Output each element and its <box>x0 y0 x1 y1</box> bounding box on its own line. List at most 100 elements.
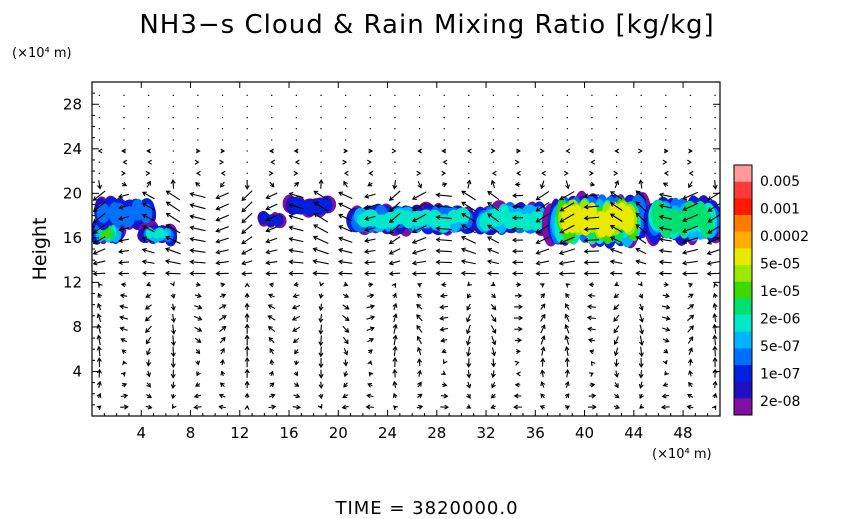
wind-arrow-head <box>711 405 717 411</box>
wind-arrow-head <box>665 304 671 310</box>
wind-arrow-head <box>637 281 643 287</box>
wind-arrow <box>366 406 375 408</box>
wind-arrow-head <box>388 207 394 213</box>
colorbar: 0.005 0.001 0.0002 5e-05 1e-05 2e-06 5e-07 1e-0… <box>733 164 809 416</box>
wind-arrow <box>440 316 449 320</box>
wind-arrow <box>142 248 155 254</box>
wind-arrow-head <box>592 404 597 410</box>
wind-arrow-head <box>288 214 294 220</box>
wind-dot <box>541 94 544 97</box>
wind-arrow-head <box>613 293 619 299</box>
wind-arrow-head <box>97 292 103 298</box>
wind-dot <box>443 128 445 130</box>
wind-dot <box>517 128 519 130</box>
wind-arrow-head <box>388 218 394 224</box>
wind-arrow <box>640 369 643 378</box>
wind-arrow <box>266 249 278 254</box>
wind-arrow-head <box>658 203 664 209</box>
wind-arrow <box>389 224 401 234</box>
wind-arrow-head <box>195 181 200 187</box>
wind-arrow <box>613 314 620 322</box>
wind-arrow <box>172 180 175 189</box>
wind-arrow-head <box>164 259 170 264</box>
wind-arrow <box>461 260 476 265</box>
wind-arrow-head <box>491 293 497 299</box>
wind-arrow-head <box>141 270 147 276</box>
wind-dot <box>221 128 224 130</box>
wind-arrow-head <box>215 249 221 255</box>
wind-arrow <box>241 224 253 234</box>
wind-arrow <box>268 406 276 409</box>
wind-arrow-head <box>318 352 324 358</box>
wind-dot <box>172 150 174 152</box>
wind-arrow-head <box>439 315 445 321</box>
wind-arrow-head <box>461 212 467 218</box>
wind-dot <box>468 139 470 141</box>
wind-arrow-head <box>388 250 394 255</box>
wind-arrow-head <box>338 213 344 219</box>
wind-arrow <box>166 201 181 212</box>
wind-arrow <box>659 238 672 242</box>
wind-arrow <box>614 336 619 345</box>
wind-arrow-head <box>364 227 370 232</box>
wind-arrow-head <box>165 235 171 241</box>
wind-arrow <box>683 260 698 264</box>
wind-dot <box>246 150 248 152</box>
wind-dot <box>320 150 322 152</box>
wind-arrow <box>120 305 128 309</box>
wind-arrow <box>320 180 322 189</box>
wind-arrow-head <box>193 404 199 410</box>
wind-arrow <box>584 194 600 197</box>
wind-dot <box>147 139 150 141</box>
wind-arrow <box>559 236 575 244</box>
wind-arrow-head <box>564 324 570 330</box>
wind-arrow <box>436 238 452 242</box>
x-tick-label: 12 <box>230 424 249 442</box>
wind-arrow-head <box>144 316 150 322</box>
wind-dot <box>147 116 150 119</box>
wind-arrow <box>266 214 278 221</box>
wind-arrow <box>241 236 253 245</box>
wind-arrow-head <box>511 215 517 221</box>
wind-dot <box>394 172 396 174</box>
wind-arrow-head <box>661 393 667 399</box>
wind-arrow-head <box>589 170 594 176</box>
wind-arrow <box>541 370 544 378</box>
wind-arrow-head <box>220 182 225 188</box>
wind-arrow-head <box>392 368 398 374</box>
wind-arrow-head <box>416 293 422 299</box>
wind-arrow <box>682 214 698 222</box>
wind-arrow-head <box>460 247 466 253</box>
wind-dot <box>443 105 445 108</box>
wind-arrow-head <box>511 248 517 254</box>
wind-arrow <box>118 204 130 209</box>
wind-arrow <box>440 327 448 331</box>
wind-arrow <box>461 248 476 255</box>
wind-arrow-head <box>92 250 98 255</box>
wind-dot <box>320 105 322 108</box>
wind-arrow-head <box>144 305 150 310</box>
wind-arrow-head <box>565 283 571 288</box>
wind-arrow-head <box>688 369 693 375</box>
wind-arrow <box>487 260 499 265</box>
wind-arrow-head <box>96 405 102 411</box>
wind-arrow <box>142 225 155 233</box>
wind-arrow-head <box>441 148 447 154</box>
wind-arrow-head <box>614 148 620 154</box>
wind-dot <box>320 139 322 141</box>
wind-arrow <box>219 304 227 310</box>
wind-arrow-head <box>244 282 250 288</box>
wind-arrow-head <box>490 281 496 286</box>
wind-arrow-head <box>559 206 565 212</box>
wind-arrow-head <box>170 306 176 312</box>
wind-arrow-head <box>487 224 493 230</box>
wind-arrow <box>491 347 495 356</box>
wind-arrow <box>216 260 229 264</box>
wind-arrow-head <box>589 148 594 154</box>
wind-arrow-head <box>491 170 497 176</box>
wind-arrow-head <box>662 182 668 188</box>
wind-arrow <box>610 260 623 265</box>
wind-arrow-head <box>338 270 343 276</box>
wind-dot <box>714 105 716 108</box>
wind-arrow-head <box>92 196 98 201</box>
